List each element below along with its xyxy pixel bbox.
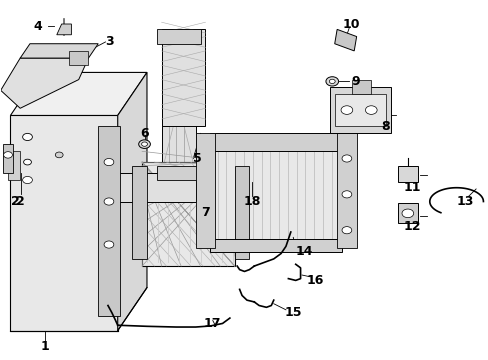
Polygon shape bbox=[157, 166, 200, 180]
Circle shape bbox=[3, 152, 12, 158]
Polygon shape bbox=[142, 162, 234, 266]
Circle shape bbox=[365, 106, 376, 114]
Text: 17: 17 bbox=[203, 317, 221, 330]
Circle shape bbox=[341, 191, 351, 198]
Polygon shape bbox=[234, 166, 249, 259]
Polygon shape bbox=[0, 58, 88, 108]
Circle shape bbox=[341, 155, 351, 162]
Text: 3: 3 bbox=[105, 35, 114, 49]
Circle shape bbox=[55, 152, 63, 158]
Text: 15: 15 bbox=[284, 306, 302, 319]
Polygon shape bbox=[161, 37, 195, 173]
Circle shape bbox=[104, 198, 114, 205]
Polygon shape bbox=[20, 44, 98, 58]
Polygon shape bbox=[397, 203, 417, 223]
Polygon shape bbox=[118, 173, 195, 202]
Text: 4: 4 bbox=[33, 20, 42, 33]
Text: 7: 7 bbox=[201, 206, 209, 219]
Circle shape bbox=[329, 79, 334, 84]
Polygon shape bbox=[8, 151, 20, 180]
Polygon shape bbox=[210, 134, 341, 151]
Polygon shape bbox=[157, 30, 200, 44]
Polygon shape bbox=[334, 94, 385, 126]
Circle shape bbox=[325, 77, 338, 86]
Text: 2: 2 bbox=[16, 195, 24, 208]
Polygon shape bbox=[3, 144, 13, 173]
Polygon shape bbox=[397, 166, 417, 182]
Text: 11: 11 bbox=[403, 181, 421, 194]
Circle shape bbox=[22, 134, 32, 140]
Polygon shape bbox=[10, 116, 118, 330]
Text: 10: 10 bbox=[342, 18, 360, 31]
Polygon shape bbox=[351, 80, 370, 94]
Polygon shape bbox=[98, 126, 120, 316]
Circle shape bbox=[104, 158, 114, 166]
Polygon shape bbox=[195, 134, 215, 248]
Text: 16: 16 bbox=[306, 274, 323, 287]
Text: 18: 18 bbox=[243, 195, 260, 208]
Circle shape bbox=[104, 241, 114, 248]
Polygon shape bbox=[210, 144, 341, 241]
Polygon shape bbox=[132, 166, 147, 259]
Text: 12: 12 bbox=[403, 220, 421, 233]
Text: 14: 14 bbox=[295, 245, 312, 258]
Polygon shape bbox=[334, 30, 356, 51]
Circle shape bbox=[23, 159, 31, 165]
Text: 9: 9 bbox=[351, 75, 360, 88]
Polygon shape bbox=[10, 72, 147, 116]
Text: 1: 1 bbox=[40, 340, 49, 353]
Circle shape bbox=[340, 106, 352, 114]
Polygon shape bbox=[329, 87, 390, 134]
Polygon shape bbox=[161, 30, 205, 126]
Circle shape bbox=[401, 209, 413, 218]
Polygon shape bbox=[210, 239, 341, 252]
Circle shape bbox=[22, 176, 32, 184]
Polygon shape bbox=[336, 134, 356, 248]
Circle shape bbox=[139, 140, 150, 148]
Text: 13: 13 bbox=[456, 195, 473, 208]
Circle shape bbox=[341, 226, 351, 234]
Text: 5: 5 bbox=[193, 152, 202, 165]
Polygon shape bbox=[69, 51, 88, 65]
Text: 2: 2 bbox=[11, 195, 20, 208]
Polygon shape bbox=[57, 24, 71, 35]
Polygon shape bbox=[118, 72, 147, 330]
Circle shape bbox=[142, 142, 147, 146]
Text: 6: 6 bbox=[140, 127, 148, 140]
Text: 8: 8 bbox=[380, 120, 389, 133]
